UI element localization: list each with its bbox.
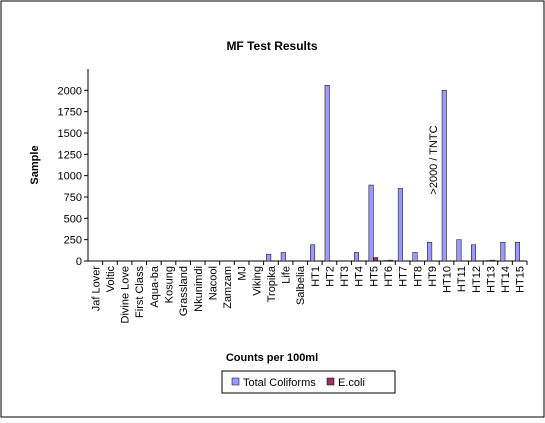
bar [310,245,315,261]
y-tick-label: 2000 [58,85,82,97]
y-tick-label: 500 [64,213,82,225]
x-tick-label: HT14 [500,266,512,293]
x-tick-label: HT12 [471,266,483,293]
bar [388,260,393,261]
bar [369,185,374,261]
bar [325,85,330,261]
x-tick-label: Salbelia [295,265,307,305]
x-tick-label: Kosung [163,266,175,303]
bar [427,242,432,261]
x-axis-title: Counts per 100ml [226,352,318,364]
x-tick-label: Jaf Lover [90,266,102,312]
x-tick-label: HT9 [427,266,439,287]
annotation: >2000 / TNTC [428,125,440,194]
legend-label: E.coli [338,377,365,389]
bar [442,90,447,261]
bar [501,242,506,261]
x-tick-label: Nkunimdi [193,266,205,312]
y-axis-title: Sample [29,145,41,184]
y-tick-label: 250 [64,235,82,247]
legend-label: Total Coliforms [243,377,316,389]
x-tick-label: HT5 [368,266,380,287]
x-tick-label: Life [281,266,293,284]
x-tick-label: Voltic [105,266,117,293]
y-tick-label: 1750 [58,107,82,119]
bar [490,260,495,261]
legend-swatch [327,378,334,385]
bar [373,258,378,261]
x-tick-label: HT13 [485,266,497,293]
x-tick-label: Tropika [266,265,278,302]
chart-title: MF Test Results [226,39,317,53]
y-tick-label: 750 [64,192,82,204]
x-tick-label: HT15 [515,266,527,293]
bar [457,240,462,261]
bar [354,252,359,261]
legend-swatch [232,378,239,385]
x-tick-label: MJ [237,266,249,281]
bar [266,254,271,261]
y-tick-label: 0 [76,256,82,268]
y-tick-label: 1000 [58,171,82,183]
x-tick-label: HT3 [339,266,351,287]
x-tick-label: HT6 [383,266,395,287]
x-tick-label: Zamzam [222,266,234,309]
x-tick-label: HT7 [398,266,410,287]
x-tick-label: HT10 [442,266,454,293]
bar [515,242,520,261]
x-tick-label: Viking [251,266,263,296]
bar [398,188,403,261]
x-tick-label: Grassland [178,266,190,316]
x-tick-label: Nacool [207,266,219,300]
bar [281,252,286,261]
bar [471,245,476,261]
bar [413,252,418,261]
x-tick-label: HT8 [412,266,424,287]
y-tick-label: 1250 [58,149,82,161]
x-tick-label: HT1 [310,266,322,287]
x-tick-label: HT11 [456,266,468,292]
x-tick-label: First Class [134,266,146,318]
x-tick-label: Divine Love [120,266,132,323]
y-tick-label: 1500 [58,128,82,140]
x-tick-label: Aqua-ba [149,265,161,307]
x-tick-label: HT4 [354,266,366,287]
x-tick-label: HT2 [324,266,336,287]
